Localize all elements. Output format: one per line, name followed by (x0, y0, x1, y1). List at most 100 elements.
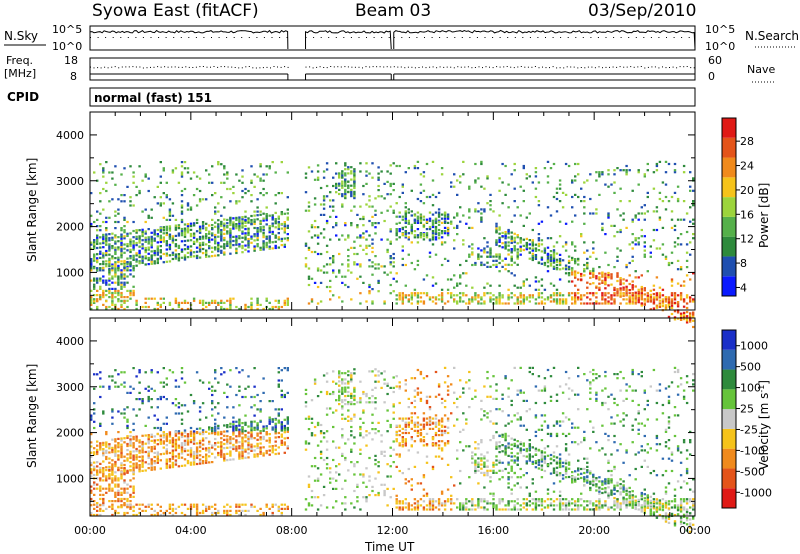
power-cell (102, 237, 105, 241)
power-cell (93, 287, 96, 290)
power-cell (634, 285, 637, 288)
velocity-cell (192, 430, 196, 433)
power-cell (156, 307, 159, 311)
power-cell (607, 216, 610, 219)
velocity-cell (395, 500, 398, 503)
nave-dot (178, 66, 180, 68)
power-cell (341, 174, 344, 177)
power-cell (640, 292, 643, 295)
power-cell (313, 219, 317, 223)
velocity-cell (108, 487, 111, 490)
power-cell (598, 278, 601, 281)
power-cell (637, 299, 640, 302)
nsearch-dot (233, 37, 235, 38)
velocity-cell (141, 465, 144, 468)
power-cell (171, 202, 175, 205)
power-cell (353, 186, 356, 190)
power-cell (413, 230, 417, 233)
power-cell (537, 294, 541, 297)
power-cell (174, 301, 178, 304)
velocity-cell (241, 369, 244, 372)
nave-dot (453, 67, 455, 69)
velocity-cell (253, 445, 256, 448)
power-cell (425, 228, 429, 231)
power-cell (383, 197, 386, 200)
velocity-cell (132, 367, 135, 370)
nave-dot (478, 66, 480, 68)
power-cell (217, 254, 220, 257)
power-cell (162, 192, 165, 195)
velocity-cell (129, 456, 132, 460)
velocity-cell (256, 446, 259, 450)
power-cell (111, 238, 114, 241)
power-cell (510, 263, 513, 267)
velocity-cell (201, 437, 205, 440)
power-cell (546, 298, 550, 301)
nave-dot (319, 66, 321, 68)
power-cell (670, 292, 674, 295)
power-cell (138, 229, 141, 232)
power-cell (123, 237, 126, 240)
velocity-cell (114, 485, 117, 488)
power-cell (416, 294, 420, 297)
power-cell (195, 240, 199, 243)
velocity-cell (99, 385, 102, 388)
power-cell (105, 289, 108, 292)
power-cell (549, 258, 553, 261)
power-cell (344, 190, 347, 193)
power-cell (519, 237, 522, 240)
velocity-cell (347, 403, 350, 406)
nsearch-dot (461, 37, 463, 38)
power-cell (528, 251, 531, 254)
power-cell (504, 245, 507, 248)
velocity-cell (280, 393, 283, 397)
power-cell (347, 180, 350, 183)
power-cell (102, 246, 105, 249)
velocity-cell (265, 503, 268, 506)
velocity-cell (347, 380, 350, 383)
velocity-cell (341, 386, 344, 389)
velocity-cell (153, 414, 156, 417)
velocity-cell (235, 441, 238, 444)
power-cell (138, 237, 141, 240)
velocity-cell (322, 374, 326, 377)
power-cell (123, 194, 126, 197)
power-cell (192, 297, 196, 300)
power-cell (407, 211, 410, 214)
power-cell (667, 298, 671, 301)
velocity-cell (322, 458, 326, 462)
power-cell (271, 218, 274, 221)
velocity-cell (277, 436, 280, 439)
power-cell (283, 221, 286, 224)
y-tick-label: 4000 (56, 129, 84, 142)
power-cell (468, 208, 471, 211)
power-cell (138, 189, 141, 193)
velocity-cell (247, 446, 250, 449)
power-cell (643, 255, 646, 258)
power-cell (652, 301, 656, 304)
velocity-cell (147, 434, 150, 437)
freq-label-1: Freq. (6, 54, 33, 67)
power-cell (507, 263, 510, 266)
power-cell (208, 181, 211, 184)
velocity-cell (147, 400, 150, 403)
velocity-cell (132, 473, 135, 476)
power-cell (440, 243, 444, 246)
power-cell (316, 234, 320, 237)
power-cell (198, 299, 202, 302)
velocity-cell (156, 418, 159, 421)
power-cell (655, 276, 659, 279)
power-cell (223, 228, 226, 231)
power-cell (232, 239, 235, 243)
velocity-cell (211, 505, 214, 508)
power-cell (332, 269, 335, 272)
velocity-cell (102, 479, 105, 482)
power-cell (362, 248, 365, 251)
power-cell (549, 254, 553, 257)
velocity-cell (235, 509, 238, 512)
power-cell (607, 284, 610, 287)
power-cell (456, 233, 459, 236)
velocity-cell (238, 513, 241, 517)
velocity-cell (153, 466, 156, 469)
nsearch-dot (173, 37, 175, 38)
